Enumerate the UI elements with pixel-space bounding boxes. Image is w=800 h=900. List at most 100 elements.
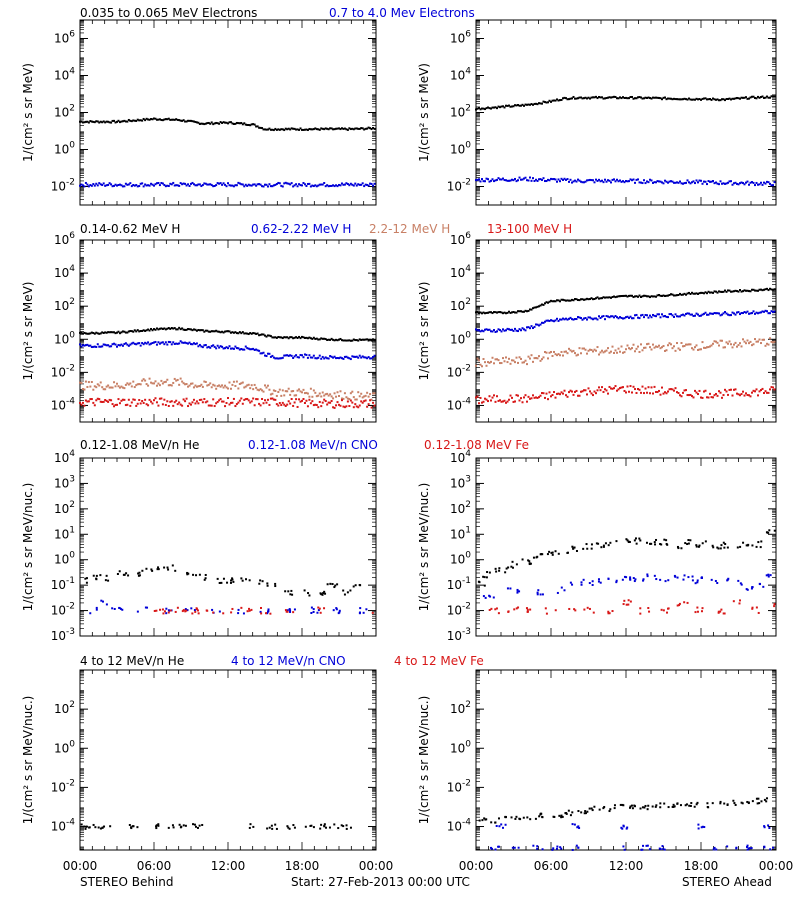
data-point: [526, 103, 528, 106]
data-point: [646, 391, 648, 394]
data-point: [113, 607, 116, 610]
y-tick-label: 104: [450, 264, 471, 280]
data-point: [671, 314, 674, 317]
data-point: [721, 396, 723, 399]
data-point: [550, 395, 552, 398]
data-point: [703, 180, 705, 183]
data-point: [515, 815, 518, 818]
data-point: [338, 611, 341, 614]
data-point: [235, 403, 238, 406]
data-point: [720, 608, 723, 611]
data-point: [295, 354, 298, 357]
data-point: [742, 182, 744, 185]
data-point: [154, 380, 157, 383]
data-point: [260, 606, 263, 609]
data-point: [563, 589, 566, 592]
data-point: [598, 178, 600, 181]
data-point: [358, 183, 361, 186]
data-point: [647, 96, 650, 99]
data-point: [763, 845, 766, 848]
data-point: [526, 816, 529, 819]
data-point: [694, 389, 696, 392]
data-point: [277, 391, 280, 394]
data-point: [369, 127, 372, 130]
data-point: [566, 395, 569, 398]
data-point: [537, 589, 540, 592]
data-point: [84, 380, 87, 383]
data-point: [735, 847, 738, 850]
data-point: [487, 311, 489, 314]
data-point: [213, 345, 216, 348]
data-point: [676, 342, 678, 345]
data-point: [608, 385, 611, 388]
data-point: [184, 383, 187, 386]
data-point: [743, 96, 746, 99]
data-point: [167, 185, 170, 188]
data-point: [169, 327, 172, 330]
data-point: [548, 351, 551, 354]
data-point: [182, 182, 185, 185]
data-point: [577, 316, 579, 319]
data-point: [485, 311, 488, 314]
data-point: [136, 402, 139, 405]
data-point: [559, 99, 561, 102]
data-point: [286, 354, 289, 357]
data-point: [547, 398, 549, 401]
data-point: [622, 317, 624, 320]
data-point: [237, 181, 240, 184]
data-point: [635, 347, 638, 350]
data-point: [593, 317, 596, 320]
data-point: [749, 340, 752, 343]
data-point: [167, 327, 170, 330]
data-point: [748, 394, 750, 397]
data-point: [231, 347, 234, 350]
data-point: [130, 330, 133, 333]
data-point: [222, 347, 225, 350]
data-point: [568, 607, 571, 610]
data-point: [655, 315, 657, 318]
data-point: [336, 356, 339, 359]
data-point: [283, 182, 286, 185]
data-point: [629, 294, 632, 297]
data-point: [323, 607, 326, 610]
data-point: [365, 608, 368, 611]
data-point: [339, 337, 342, 340]
data-point: [195, 329, 198, 332]
data-point: [123, 343, 126, 346]
data-point: [707, 346, 710, 349]
data-point: [198, 183, 201, 186]
data-point: [102, 400, 105, 403]
data-point: [644, 96, 647, 99]
data-point: [301, 184, 303, 187]
data-point: [165, 612, 168, 615]
data-point: [280, 184, 283, 187]
data-point: [706, 98, 708, 101]
data-point: [266, 612, 269, 615]
data-point: [146, 606, 149, 609]
data-point: [647, 181, 650, 184]
data-point: [623, 389, 626, 392]
data-point: [302, 181, 305, 184]
data-point: [513, 608, 516, 611]
data-point: [218, 399, 221, 402]
data-point: [117, 330, 120, 333]
data-point: [139, 329, 142, 332]
data-point: [745, 181, 747, 184]
data-point: [280, 128, 283, 131]
data-point: [536, 357, 539, 360]
data-point: [151, 118, 154, 121]
data-point: [611, 315, 614, 318]
data-point: [602, 545, 605, 548]
y-tick-label: 10-4: [51, 818, 76, 834]
data-point: [722, 346, 725, 349]
data-point: [538, 305, 540, 308]
data-point: [686, 543, 689, 546]
data-point: [611, 295, 614, 298]
data-point: [622, 294, 624, 297]
data-point: [240, 348, 243, 351]
data-point: [676, 391, 678, 394]
y-tick-label: 104: [54, 67, 75, 83]
data-point: [250, 608, 253, 611]
data-point: [321, 593, 324, 596]
data-point: [97, 826, 100, 829]
